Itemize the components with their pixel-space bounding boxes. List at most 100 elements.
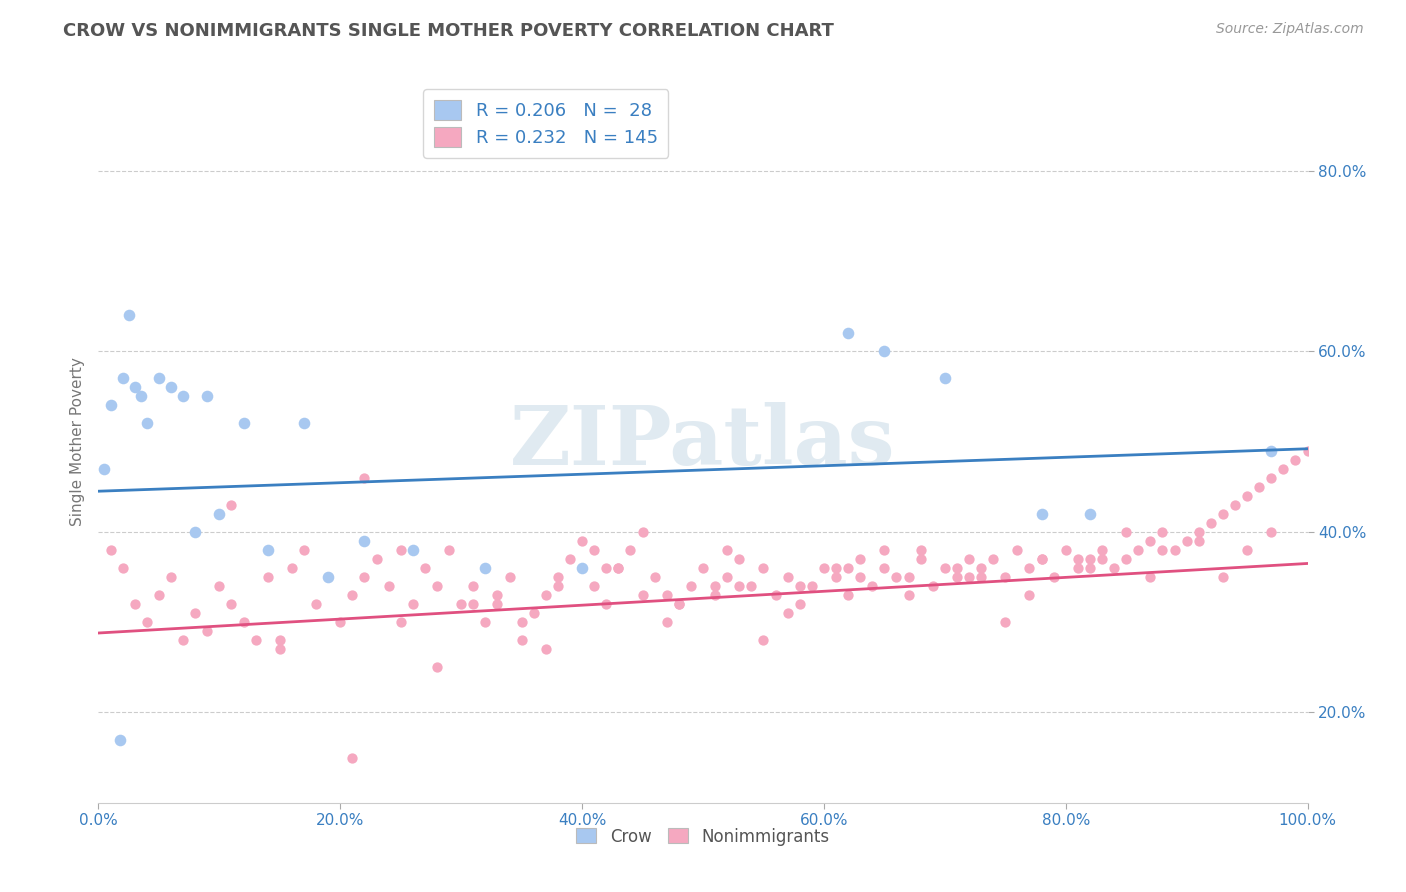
Point xyxy=(100,542,122,557)
Point xyxy=(523,606,546,620)
Text: CROW VS NONIMMIGRANTS SINGLE MOTHER POVERTY CORRELATION CHART: CROW VS NONIMMIGRANTS SINGLE MOTHER POVE… xyxy=(63,22,834,40)
Point xyxy=(860,579,883,593)
Point xyxy=(232,417,254,431)
Point xyxy=(1007,542,1029,557)
Point xyxy=(402,597,425,611)
Point xyxy=(172,633,194,648)
Point xyxy=(1078,507,1101,521)
Point xyxy=(1139,570,1161,584)
Point xyxy=(825,570,848,584)
Point xyxy=(1260,524,1282,539)
Point xyxy=(800,579,823,593)
Point xyxy=(93,461,115,475)
Point xyxy=(789,597,811,611)
Point xyxy=(692,561,714,575)
Point xyxy=(1031,552,1053,566)
Point xyxy=(118,308,141,322)
Point xyxy=(873,561,896,575)
Point xyxy=(195,624,218,639)
Point xyxy=(256,542,278,557)
Point xyxy=(1175,533,1198,548)
Point xyxy=(1054,542,1077,557)
Point xyxy=(426,660,449,674)
Point xyxy=(946,561,969,575)
Point xyxy=(981,552,1004,566)
Point xyxy=(776,606,799,620)
Point xyxy=(208,507,231,521)
Point xyxy=(329,615,352,630)
Point xyxy=(1152,542,1174,557)
Point xyxy=(245,633,267,648)
Point xyxy=(1223,498,1246,512)
Point xyxy=(595,561,617,575)
Point xyxy=(752,633,775,648)
Point xyxy=(256,570,278,584)
Point xyxy=(160,570,183,584)
Point xyxy=(232,615,254,630)
Point xyxy=(1152,524,1174,539)
Point xyxy=(1236,542,1258,557)
Point xyxy=(595,597,617,611)
Point xyxy=(716,570,738,584)
Point xyxy=(1128,542,1150,557)
Point xyxy=(994,570,1017,584)
Point xyxy=(172,389,194,403)
Point xyxy=(1115,552,1137,566)
Point xyxy=(837,326,859,340)
Point xyxy=(1296,443,1319,458)
Point xyxy=(1236,489,1258,503)
Point xyxy=(135,417,157,431)
Point xyxy=(970,570,993,584)
Point xyxy=(752,561,775,575)
Point xyxy=(1018,561,1040,575)
Point xyxy=(124,380,146,394)
Point xyxy=(886,570,908,584)
Point xyxy=(474,561,496,575)
Point xyxy=(571,561,593,575)
Point xyxy=(221,498,243,512)
Point xyxy=(957,552,980,566)
Point xyxy=(1188,533,1211,548)
Point xyxy=(607,561,630,575)
Point xyxy=(547,570,569,584)
Point xyxy=(704,579,727,593)
Point xyxy=(1163,542,1185,557)
Point xyxy=(765,588,787,602)
Point xyxy=(498,570,520,584)
Point xyxy=(221,597,243,611)
Point xyxy=(269,642,291,657)
Point xyxy=(849,552,872,566)
Point xyxy=(789,579,811,593)
Point xyxy=(353,470,375,484)
Point xyxy=(668,597,690,611)
Point xyxy=(631,588,654,602)
Point xyxy=(1212,507,1234,521)
Point xyxy=(305,597,328,611)
Point xyxy=(813,561,835,575)
Point xyxy=(184,606,207,620)
Point xyxy=(704,588,727,602)
Point xyxy=(135,615,157,630)
Point xyxy=(910,542,932,557)
Point xyxy=(377,579,399,593)
Text: Source: ZipAtlas.com: Source: ZipAtlas.com xyxy=(1216,22,1364,37)
Point xyxy=(208,579,231,593)
Point xyxy=(1067,552,1090,566)
Point xyxy=(281,561,304,575)
Point xyxy=(547,579,569,593)
Point xyxy=(558,552,581,566)
Point xyxy=(160,380,183,394)
Point xyxy=(970,561,993,575)
Point xyxy=(292,417,315,431)
Point xyxy=(910,552,932,566)
Point xyxy=(316,570,339,584)
Point xyxy=(837,561,859,575)
Point xyxy=(426,579,449,593)
Point xyxy=(124,597,146,611)
Point xyxy=(655,615,678,630)
Point xyxy=(776,570,799,584)
Point xyxy=(934,561,956,575)
Point xyxy=(1260,470,1282,484)
Point xyxy=(825,561,848,575)
Point xyxy=(946,570,969,584)
